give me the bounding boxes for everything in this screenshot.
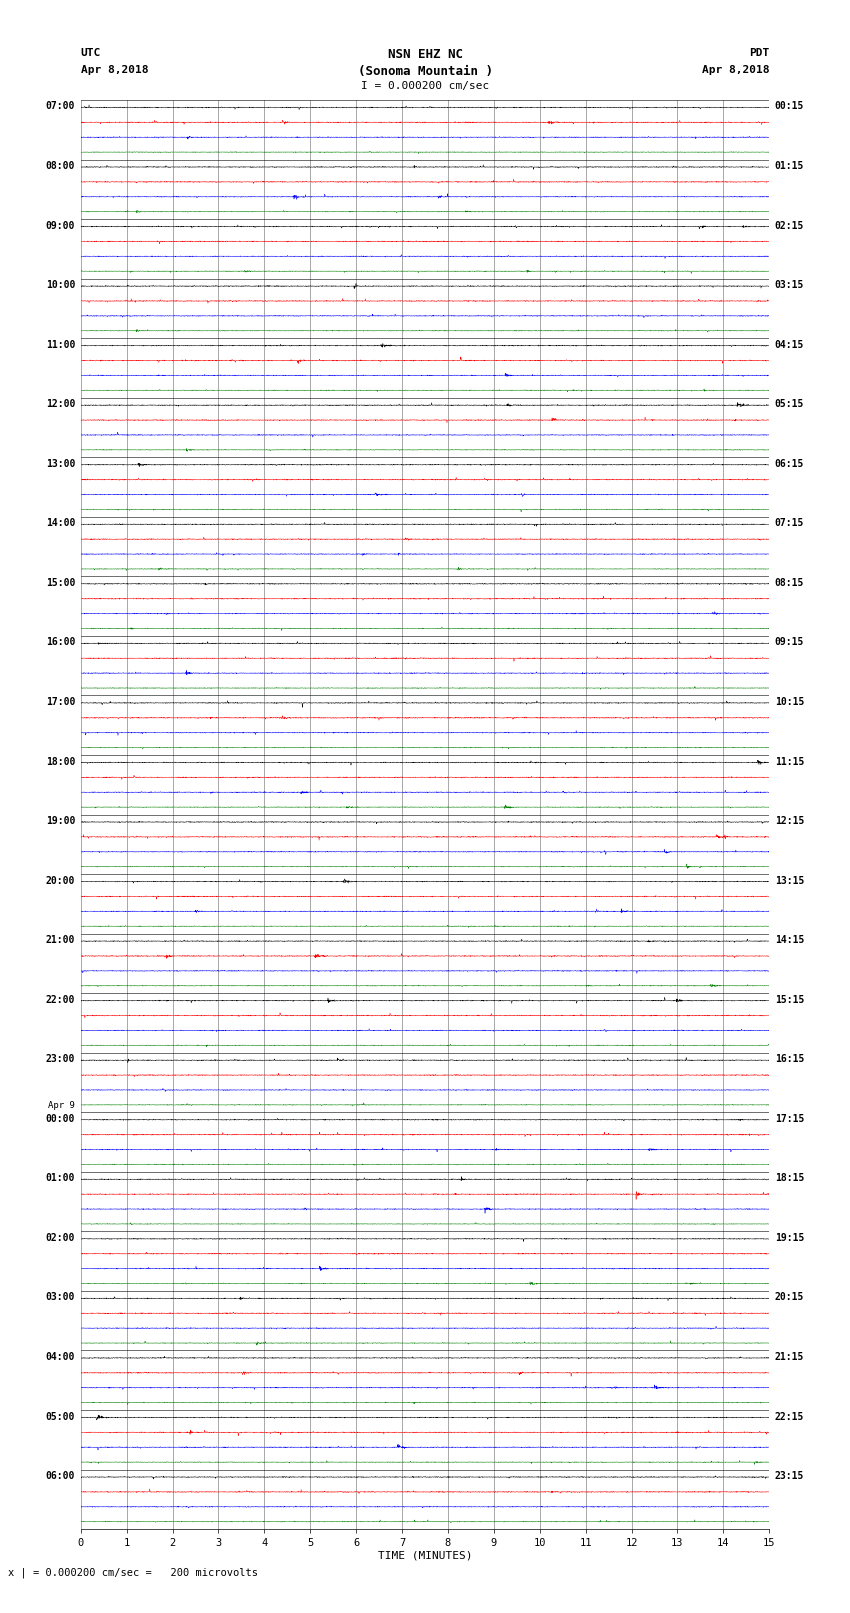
Text: 14:00: 14:00 bbox=[46, 518, 76, 529]
Text: 21:15: 21:15 bbox=[774, 1352, 804, 1361]
Text: 06:00: 06:00 bbox=[46, 1471, 76, 1481]
Text: I = 0.000200 cm/sec: I = 0.000200 cm/sec bbox=[361, 81, 489, 90]
Text: 15:15: 15:15 bbox=[774, 995, 804, 1005]
Text: 04:15: 04:15 bbox=[774, 340, 804, 350]
Text: 07:00: 07:00 bbox=[46, 102, 76, 111]
Text: 19:15: 19:15 bbox=[774, 1232, 804, 1244]
Text: x | = 0.000200 cm/sec =   200 microvolts: x | = 0.000200 cm/sec = 200 microvolts bbox=[8, 1568, 258, 1579]
Text: 19:00: 19:00 bbox=[46, 816, 76, 826]
Text: 12:15: 12:15 bbox=[774, 816, 804, 826]
Text: 02:00: 02:00 bbox=[46, 1232, 76, 1244]
Text: 03:15: 03:15 bbox=[774, 281, 804, 290]
Text: 10:00: 10:00 bbox=[46, 281, 76, 290]
Text: 12:00: 12:00 bbox=[46, 400, 76, 410]
Text: 15:00: 15:00 bbox=[46, 577, 76, 587]
Text: 00:00: 00:00 bbox=[46, 1115, 76, 1124]
Text: 23:15: 23:15 bbox=[774, 1471, 804, 1481]
Text: NSN EHZ NC: NSN EHZ NC bbox=[388, 48, 462, 61]
Text: Apr 8,2018: Apr 8,2018 bbox=[702, 65, 769, 74]
Text: 05:15: 05:15 bbox=[774, 400, 804, 410]
Text: 22:00: 22:00 bbox=[46, 995, 76, 1005]
Text: 08:15: 08:15 bbox=[774, 577, 804, 587]
Text: 01:15: 01:15 bbox=[774, 161, 804, 171]
Text: 00:15: 00:15 bbox=[774, 102, 804, 111]
Text: 17:00: 17:00 bbox=[46, 697, 76, 706]
Text: 08:00: 08:00 bbox=[46, 161, 76, 171]
Text: 03:00: 03:00 bbox=[46, 1292, 76, 1302]
Text: 17:15: 17:15 bbox=[774, 1115, 804, 1124]
Text: 23:00: 23:00 bbox=[46, 1055, 76, 1065]
Text: 11:15: 11:15 bbox=[774, 756, 804, 766]
Text: 09:15: 09:15 bbox=[774, 637, 804, 647]
Text: 10:15: 10:15 bbox=[774, 697, 804, 706]
Text: 22:15: 22:15 bbox=[774, 1411, 804, 1421]
Text: 16:15: 16:15 bbox=[774, 1055, 804, 1065]
Text: 14:15: 14:15 bbox=[774, 936, 804, 945]
Text: 13:00: 13:00 bbox=[46, 458, 76, 469]
Text: UTC: UTC bbox=[81, 48, 101, 58]
Text: 05:00: 05:00 bbox=[46, 1411, 76, 1421]
Text: 18:00: 18:00 bbox=[46, 756, 76, 766]
Text: 06:15: 06:15 bbox=[774, 458, 804, 469]
Text: 04:00: 04:00 bbox=[46, 1352, 76, 1361]
Text: 20:15: 20:15 bbox=[774, 1292, 804, 1302]
Text: PDT: PDT bbox=[749, 48, 769, 58]
Text: 13:15: 13:15 bbox=[774, 876, 804, 886]
Text: 21:00: 21:00 bbox=[46, 936, 76, 945]
Text: Apr 8,2018: Apr 8,2018 bbox=[81, 65, 148, 74]
Text: (Sonoma Mountain ): (Sonoma Mountain ) bbox=[358, 65, 492, 77]
Text: 09:00: 09:00 bbox=[46, 221, 76, 231]
Text: 02:15: 02:15 bbox=[774, 221, 804, 231]
Text: 01:00: 01:00 bbox=[46, 1173, 76, 1184]
Text: 16:00: 16:00 bbox=[46, 637, 76, 647]
Text: 11:00: 11:00 bbox=[46, 340, 76, 350]
X-axis label: TIME (MINUTES): TIME (MINUTES) bbox=[377, 1552, 473, 1561]
Text: 20:00: 20:00 bbox=[46, 876, 76, 886]
Text: 18:15: 18:15 bbox=[774, 1173, 804, 1184]
Text: 07:15: 07:15 bbox=[774, 518, 804, 529]
Text: Apr 9: Apr 9 bbox=[48, 1102, 76, 1110]
